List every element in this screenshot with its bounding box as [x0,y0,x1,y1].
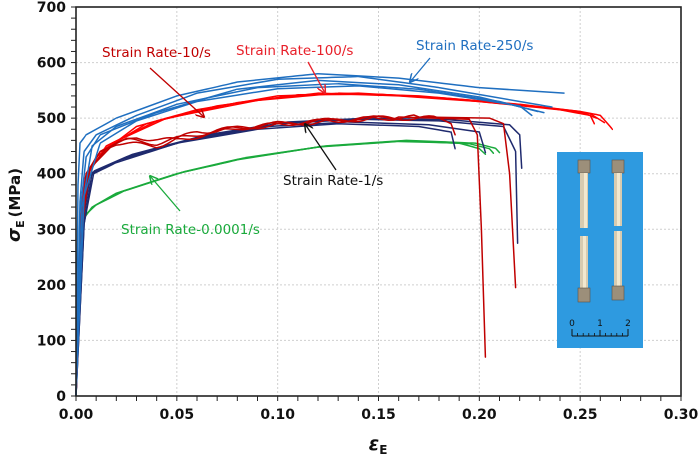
y-axis-title: σE (MPa) [4,168,27,242]
series-strain-rate-250-s [75,72,565,397]
y-tick-label: 0 [56,389,66,405]
y-tick-label: 100 [37,333,66,349]
specimen-bottom-left [577,236,591,303]
curve-line [75,92,596,397]
curve-line [75,115,487,397]
x-tick-label: 0.15 [361,407,396,423]
x-tick-label: 0.00 [59,407,94,423]
scale-label-2: 2 [625,319,631,329]
x-tick-label: 0.25 [563,407,598,423]
x-tick-label: 0.20 [462,407,497,423]
series-strain-rate-10-s [75,114,517,397]
curve-line [75,79,545,397]
inset-background [557,152,643,348]
curve-line [75,85,533,397]
curve-line [75,82,539,397]
annotation-arrow-250s [410,57,431,82]
x-axis-subscript: E [379,443,387,457]
y-tick-label: 600 [37,56,66,72]
curve-line [75,139,501,397]
annotation-label-100s: Strain Rate-100/s [236,43,353,59]
y-tick-label: 300 [37,222,66,238]
y-tick-label: 400 [37,167,66,183]
annotation-arrow-00001s [150,176,181,212]
x-axis-symbol: ε [369,433,380,455]
scale-bar: 0 1 2 [569,319,631,337]
y-axis-ticks: 0 100 200 300 400 500 600 700 [37,0,76,405]
x-tick-label: 0.05 [160,407,195,423]
curve-line [75,75,553,397]
series-strain-rate-0-0001-s [75,139,501,397]
y-axis-symbol: σ [4,227,25,242]
specimen-top-left [577,159,591,228]
y-tick-label: 200 [37,278,66,294]
annotation-label-1s: Strain Rate-1/s [283,173,383,189]
annotation-arrow-1s [305,124,337,171]
annotation-label-10s: Strain Rate-10/s [102,45,211,61]
specimen-photo-inset: 0 1 2 [557,152,643,348]
x-tick-label: 0.10 [260,407,295,423]
series-strain-rate-1-s [75,117,523,397]
curve-line [75,118,519,397]
annotation-label-250s: Strain Rate-250/s [416,38,533,54]
scale-label-0: 0 [569,319,575,329]
x-axis-ticks: 0.00 0.05 0.10 0.15 0.20 0.25 0.30 [59,396,699,423]
annotation-arrow-100s [307,61,325,93]
curve-line [75,140,487,397]
curve-line [75,72,565,397]
curve-line [75,117,523,397]
curves [75,72,614,397]
curve-line [75,114,517,397]
curve-line [75,122,456,397]
series-strain-rate-100-s [75,92,614,397]
y-tick-label: 700 [37,0,66,16]
specimen-top-right [611,159,625,226]
scale-label-1: 1 [597,319,603,329]
y-axis-subscript: E [14,220,27,228]
curve-line [75,92,598,397]
curve-line [75,92,614,397]
annotations: Strain Rate-10/s Strain Rate-100/s Strai… [102,38,533,238]
annotation-label-00001s: Strain Rate-0.0001/s [121,222,260,238]
annotation-arrow-10s [149,67,204,117]
y-axis-unit: (MPa) [6,168,24,217]
x-axis-title: εE [369,433,388,457]
curve-line [75,121,487,397]
x-tick-label: 0.30 [664,407,699,423]
specimen-bottom-right [611,231,625,301]
y-tick-label: 500 [37,111,66,127]
